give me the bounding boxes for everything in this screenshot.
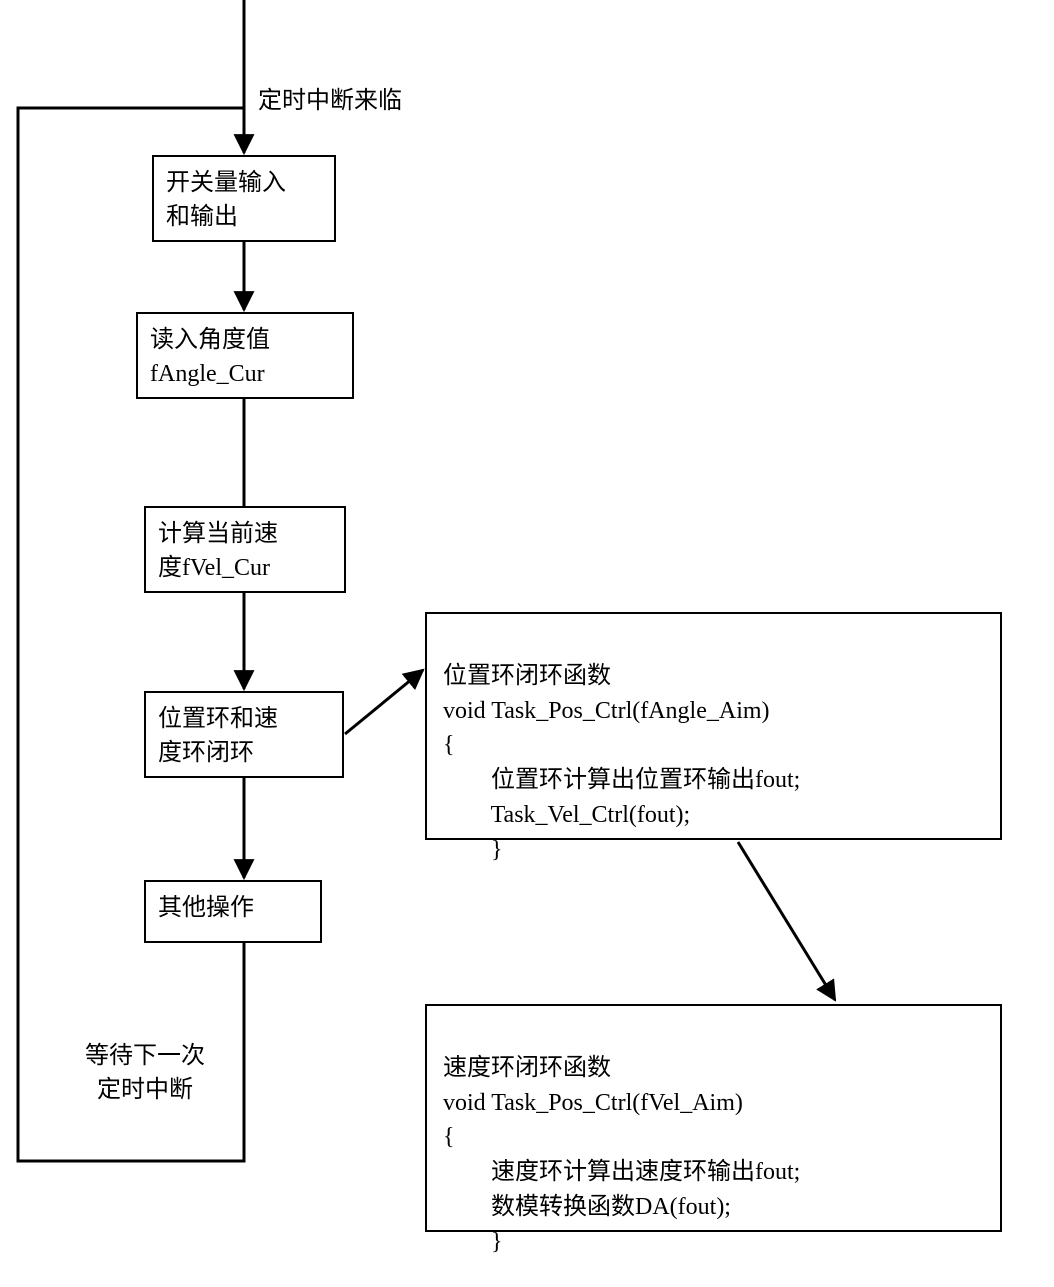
arrow-loops-poscode bbox=[345, 670, 423, 734]
pos-code-decl: void Task_Pos_Ctrl(fAngle_Aim) bbox=[443, 698, 770, 724]
io-box: 开关量输入 和输出 bbox=[152, 155, 336, 242]
feedback-loop-line bbox=[18, 108, 244, 1161]
vel-code-decl: void Task_Pos_Ctrl(fVel_Aim) bbox=[443, 1090, 743, 1116]
vel-code-open: { bbox=[443, 1124, 455, 1150]
vel-code-close: } bbox=[443, 1229, 503, 1255]
read-angle-box: 读入角度值 fAngle_Cur bbox=[136, 312, 354, 399]
pos-code-close: } bbox=[443, 837, 503, 863]
loops-box: 位置环和速 度环闭环 bbox=[144, 691, 344, 778]
timer-interrupt-label: 定时中断来临 bbox=[258, 85, 402, 119]
pos-code-line2: Task_Vel_Ctrl(fout); bbox=[443, 802, 690, 828]
pos-code-open: { bbox=[443, 732, 455, 758]
wait-next-interrupt-label: 等待下一次 定时中断 bbox=[55, 1040, 235, 1107]
vel-ctrl-code-box: 速度环闭环函数 void Task_Pos_Ctrl(fVel_Aim) { 速… bbox=[425, 1004, 1002, 1232]
pos-code-line1: 位置环计算出位置环输出fout; bbox=[443, 767, 800, 793]
vel-code-line1: 速度环计算出速度环输出fout; bbox=[443, 1159, 800, 1185]
arrow-pos-vel bbox=[738, 842, 835, 1000]
vel-code-title: 速度环闭环函数 bbox=[443, 1055, 611, 1081]
vel-code-line2: 数模转换函数DA(fout); bbox=[443, 1194, 731, 1220]
flowchart-canvas: 定时中断来临 等待下一次 定时中断 开关量输入 和输出 读入角度值 fAngle… bbox=[0, 0, 1054, 1287]
pos-ctrl-code-box: 位置环闭环函数 void Task_Pos_Ctrl(fAngle_Aim) {… bbox=[425, 612, 1002, 840]
calc-velocity-box: 计算当前速 度fVel_Cur bbox=[144, 506, 346, 593]
pos-code-title: 位置环闭环函数 bbox=[443, 663, 611, 689]
other-ops-box: 其他操作 bbox=[144, 880, 322, 943]
